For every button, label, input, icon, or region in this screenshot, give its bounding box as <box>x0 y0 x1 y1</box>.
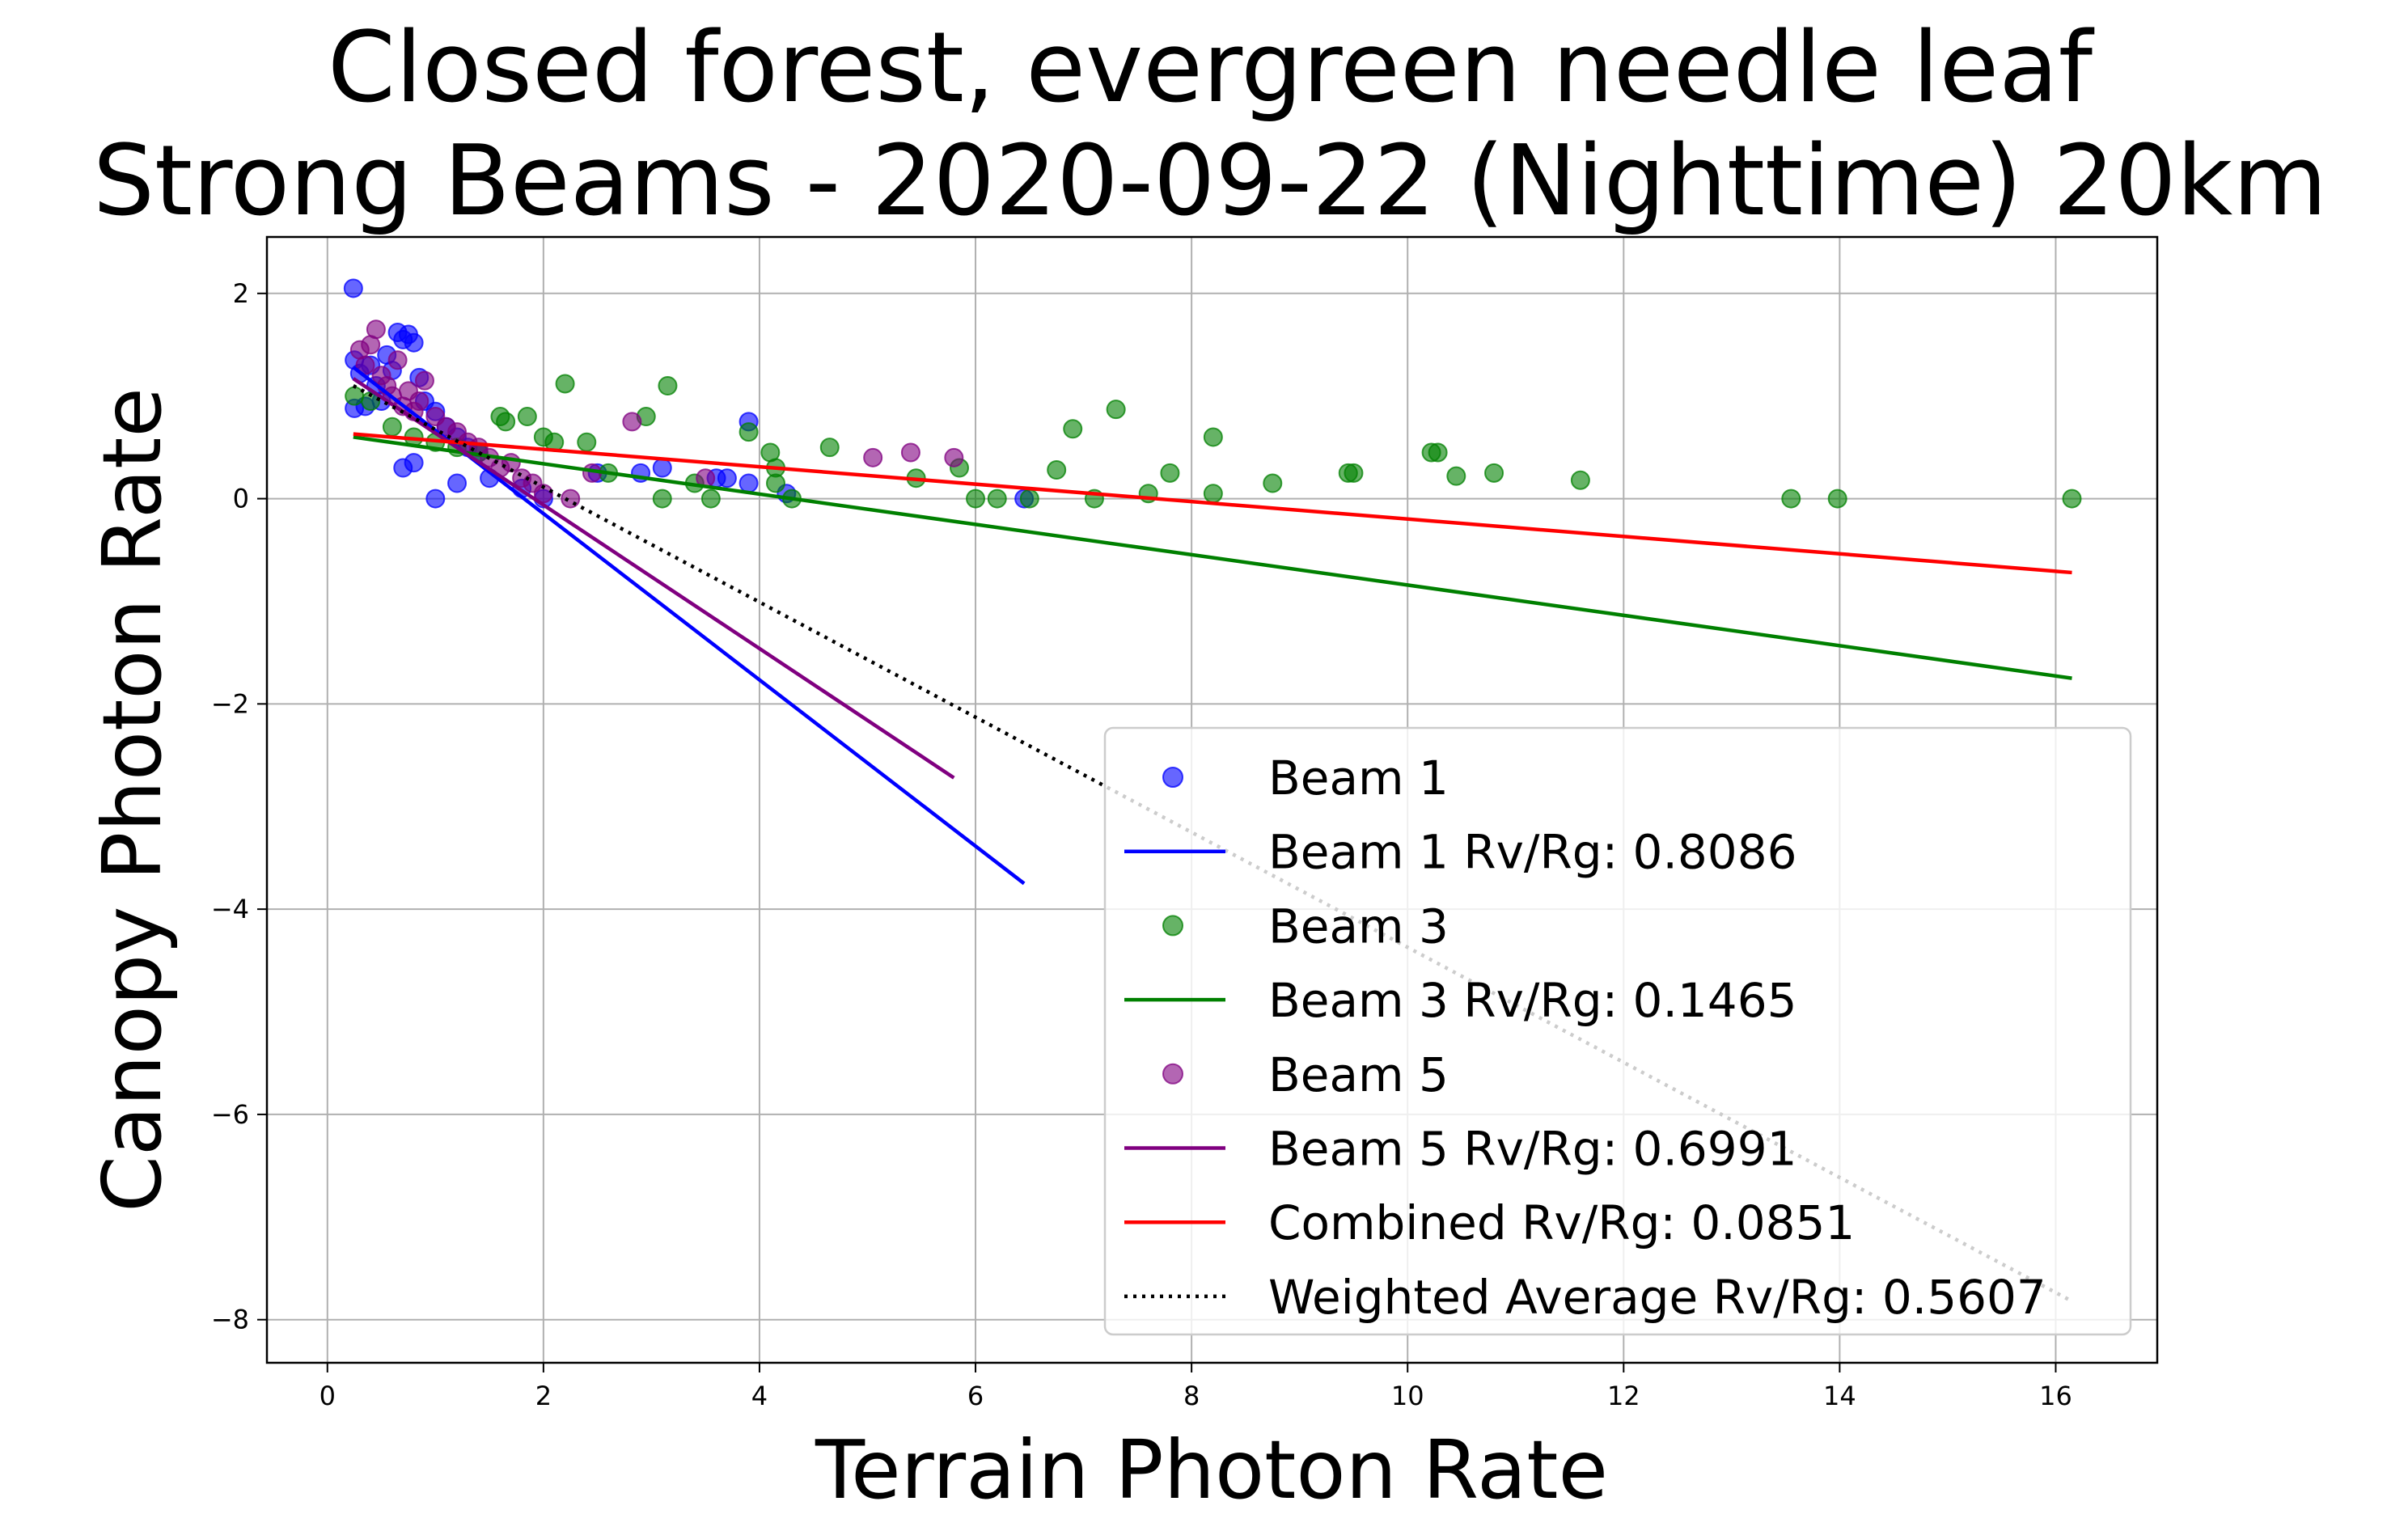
x-tick-label: 0 <box>320 1381 336 1411</box>
scatter-point <box>1019 488 1039 509</box>
scatter-point <box>987 488 1007 509</box>
series-line <box>353 432 2072 575</box>
scatter-point <box>409 391 430 412</box>
legend-label: Beam 1 Rv/Rg: 0.8086 <box>1268 825 1797 880</box>
legend-label: Beam 1 <box>1268 751 1449 806</box>
y-tick-label: 0 <box>233 484 249 514</box>
chart-title-line-1: Closed forest, evergreen needle leaf <box>328 12 2095 125</box>
y-tick-label: −6 <box>211 1099 249 1130</box>
scatter-point <box>944 447 964 467</box>
scatter-point <box>738 473 759 493</box>
scatter-point <box>2062 488 2082 509</box>
scatter-point <box>1344 463 1364 483</box>
y-axis-label: Canopy Photon Rate <box>85 387 180 1212</box>
scatter-point <box>1781 488 1801 509</box>
scatter-point <box>425 488 446 509</box>
scatter-point <box>404 453 424 473</box>
scatter-point <box>819 438 840 458</box>
legend-label: Beam 3 <box>1268 899 1449 954</box>
scatter-point <box>1106 400 1126 420</box>
scatter-point <box>1063 419 1083 439</box>
scatter-point <box>966 488 986 509</box>
scatter-point <box>1263 473 1283 493</box>
scatter-point <box>700 488 721 509</box>
y-tick-label: −8 <box>211 1305 249 1335</box>
x-tick-label: 10 <box>1391 1381 1424 1411</box>
axis-ticks: 0 2 4 6 8 10 12 14 16 −8 −6 −4 −2 0 2 <box>211 278 2072 1411</box>
scatter-point <box>863 447 883 467</box>
scatter-point <box>900 442 920 463</box>
scatter-point <box>577 432 597 452</box>
x-tick-label: 12 <box>1607 1381 1640 1411</box>
scatter-point <box>1047 460 1067 480</box>
scatter-point <box>555 374 575 394</box>
legend-label: Weighted Average Rv/Rg: 0.5607 <box>1268 1270 2046 1325</box>
x-tick-label: 6 <box>967 1381 984 1411</box>
scatter-point <box>361 391 381 412</box>
series-line <box>352 377 955 780</box>
scatter-point <box>345 386 365 406</box>
plot-frame <box>265 235 2159 1364</box>
legend-marker <box>1162 1063 1183 1085</box>
scatter-point <box>414 370 434 391</box>
scatter-point <box>447 473 468 493</box>
x-axis-label: Terrain Photon Rate <box>815 1423 1608 1517</box>
x-tick-label: 14 <box>1823 1381 1856 1411</box>
scatter-point <box>517 407 537 427</box>
scatter-point <box>1428 442 1448 463</box>
legend-box <box>1103 726 2132 1336</box>
legend-label: Beam 5 Rv/Rg: 0.6991 <box>1268 1122 1797 1177</box>
scatter-point <box>652 488 672 509</box>
scatter-point <box>738 422 759 442</box>
scatter-point <box>1203 484 1223 504</box>
series-line <box>353 435 2072 680</box>
legend: Beam 1 Beam 1 Rv/Rg: 0.8086 Beam 3 Beam 3 R… <box>1103 726 2132 1336</box>
y-tick-label: 2 <box>233 278 249 309</box>
scatter-point <box>382 417 402 437</box>
scatter-point <box>343 278 363 298</box>
scatter-point <box>1570 470 1590 490</box>
legend-marker <box>1162 915 1183 937</box>
scatter-point <box>387 350 408 370</box>
scatter-point <box>533 484 553 504</box>
x-tick-label: 4 <box>751 1381 768 1411</box>
scatter-point <box>622 412 642 432</box>
scatter-point <box>496 412 516 432</box>
scatter-point <box>366 319 386 340</box>
x-tick-label: 8 <box>1183 1381 1200 1411</box>
scatter-point <box>1827 488 1847 509</box>
scatter-point <box>1446 466 1466 486</box>
scatter-point <box>1160 463 1180 483</box>
scatter-point <box>658 375 678 395</box>
scatter-point <box>355 355 375 375</box>
scatter-point <box>717 468 737 488</box>
x-tick-label: 2 <box>535 1381 552 1411</box>
legend-label: Combined Rv/Rg: 0.0851 <box>1268 1195 1855 1250</box>
scatter-point <box>1484 463 1504 483</box>
chart-title-line-2: Strong Beams - 2020-09-22 (Nighttime) 20… <box>93 125 2327 238</box>
legend-marker <box>1162 767 1183 788</box>
scatter-point <box>1203 427 1223 447</box>
regression-lines <box>352 366 2073 1303</box>
scatter-point <box>561 488 581 509</box>
scatter-point <box>765 473 785 493</box>
scatter-point <box>404 332 424 353</box>
y-tick-label: −2 <box>211 688 249 719</box>
x-tick-label: 16 <box>2039 1381 2072 1411</box>
legend-label: Beam 5 <box>1268 1047 1449 1102</box>
legend-label: Beam 3 Rv/Rg: 0.1465 <box>1268 973 1797 1028</box>
scatter-point <box>652 458 672 478</box>
y-tick-label: −4 <box>211 894 249 924</box>
